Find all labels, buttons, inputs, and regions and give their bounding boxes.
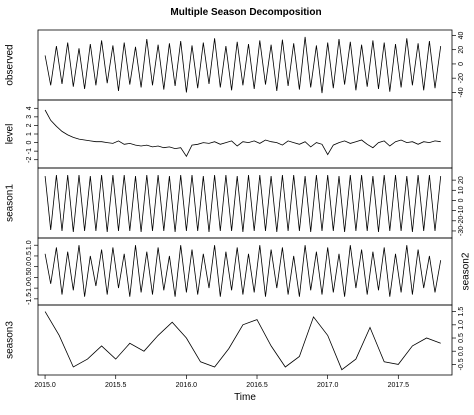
x-tick-label: 2015.5 — [105, 382, 127, 389]
y-axis-label: level — [5, 124, 16, 145]
y-tick-label: -1 — [26, 148, 33, 154]
y-tick-label: -1.5 — [26, 293, 33, 305]
panel-frame — [37, 304, 453, 376]
y-tick-label: 1 — [26, 132, 33, 136]
y-axis-label: observed — [5, 44, 16, 85]
y-tick-label: -40 — [458, 87, 465, 97]
x-tick-label: 2016.0 — [176, 382, 198, 389]
y-tick-label: 0 — [458, 62, 465, 66]
y-tick-label: -1.0 — [26, 282, 33, 294]
y-tick-label: 4 — [26, 106, 33, 110]
y-axis-label: season1 — [5, 184, 16, 222]
y-axis-label: season2 — [461, 252, 472, 290]
y-tick-label: -2 — [26, 157, 33, 163]
chart-title: Multiple Season Decomposition — [170, 7, 321, 18]
x-tick-label: 2017.5 — [388, 382, 410, 389]
series-line — [44, 109, 441, 158]
series-line — [44, 36, 442, 94]
y-tick-label: -10 — [458, 205, 465, 215]
y-tick-label: 0 — [458, 198, 465, 202]
x-tick-label: 2017.0 — [317, 382, 339, 389]
y-tick-label: 2 — [26, 123, 33, 127]
y-tick-label: 3 — [26, 115, 33, 119]
y-tick-label: 1.0 — [458, 320, 465, 330]
y-axis-label: season3 — [5, 321, 16, 359]
y-tick-label: 0.5 — [26, 251, 33, 261]
y-tick-label: -20 — [458, 216, 465, 226]
series-line — [44, 311, 441, 371]
y-tick-label: 1.0 — [26, 240, 33, 250]
y-tick-label: 0.5 — [458, 333, 465, 343]
y-tick-label: 40 — [458, 31, 465, 39]
y-tick-label: 20 — [458, 46, 465, 54]
y-tick-label: -20 — [458, 73, 465, 83]
y-tick-label: 0 — [26, 141, 33, 145]
y-tick-label: 1.5 — [458, 307, 465, 317]
panel-frame — [37, 99, 453, 169]
y-tick-label: 0.0 — [458, 346, 465, 356]
x-axis-label: Time — [234, 392, 256, 403]
x-tick-label: 2015.0 — [34, 382, 56, 389]
y-tick-label: -0.5 — [26, 271, 33, 283]
y-tick-label: 0.0 — [26, 262, 33, 272]
series-line — [44, 174, 442, 233]
y-tick-label: -0.5 — [458, 358, 465, 370]
y-tick-label: 20 — [458, 176, 465, 184]
y-tick-label: 10 — [458, 186, 465, 194]
series-line — [44, 245, 442, 297]
x-tick-label: 2016.5 — [246, 382, 268, 389]
y-tick-label: -30 — [458, 226, 465, 236]
